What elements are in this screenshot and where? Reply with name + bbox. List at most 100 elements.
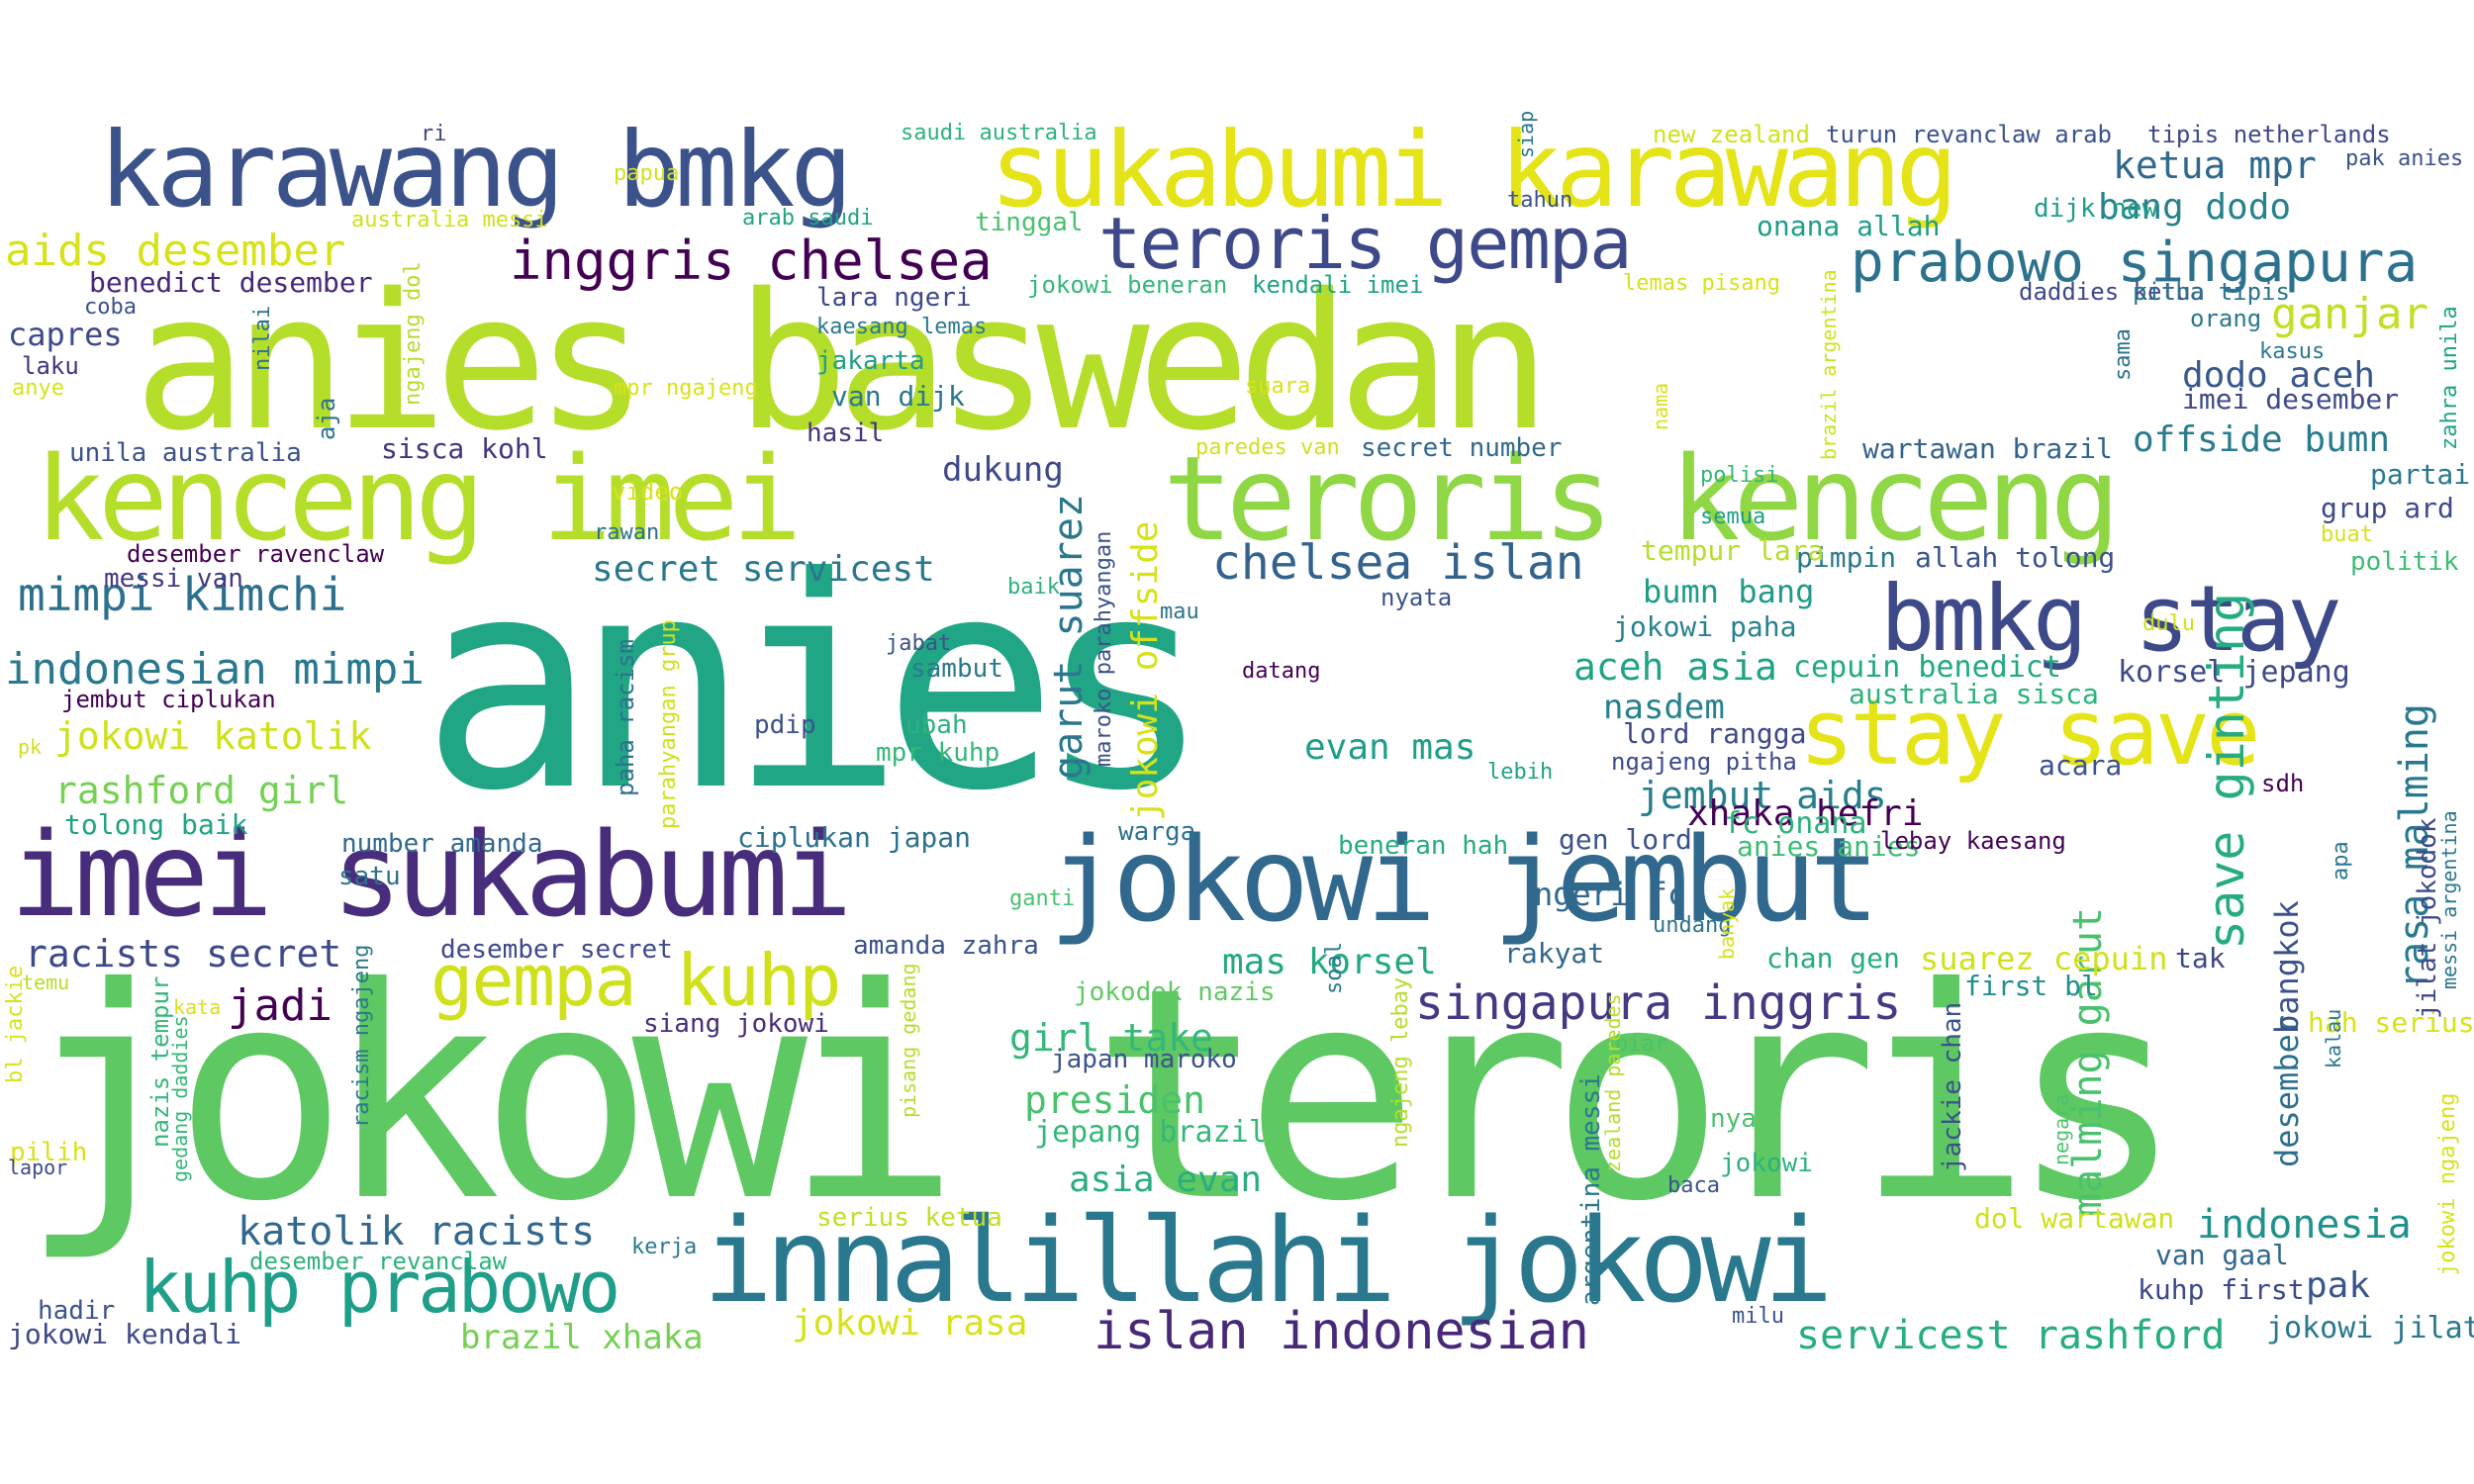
word: lapor: [8, 1156, 68, 1179]
word: jokowi rasa: [792, 1303, 1028, 1344]
word: pisang gedang: [897, 963, 920, 1118]
word: lara ngeri: [816, 283, 972, 313]
word: warga: [1118, 817, 1196, 847]
word: allah tolong: [1915, 541, 2116, 574]
word: racists secret: [25, 932, 342, 975]
word: unila australia: [69, 438, 302, 468]
word: girl take: [1009, 1016, 1213, 1060]
word: mau: [1160, 600, 1199, 624]
word: beneran hah: [1338, 831, 1509, 861]
word: dodo aceh: [2182, 355, 2376, 396]
word: messi argentina: [2437, 810, 2461, 989]
word: tahun: [1507, 188, 1573, 213]
word: gen lord: [1559, 823, 1692, 856]
word: kenceng imei: [35, 430, 803, 567]
word: teroris kenceng: [1163, 430, 2121, 567]
word: jepang brazil: [1034, 1115, 1267, 1150]
word: soal: [1322, 942, 1347, 994]
word: ngajeng dol: [401, 261, 426, 406]
word: lemas pisang: [1623, 271, 1780, 296]
word: suarez cepuin: [1920, 940, 2168, 977]
word: lebay kaesang: [1880, 827, 2066, 855]
word: anies baswedan: [134, 253, 1551, 472]
word: jokowi katolik: [54, 714, 372, 758]
word: servicest rashford: [1796, 1313, 2226, 1358]
word: bl jackie: [3, 965, 28, 1083]
word: anies: [421, 514, 1212, 855]
word: sama: [2111, 328, 2136, 381]
word: milu: [1732, 1304, 1784, 1329]
word: banyak: [1715, 887, 1739, 960]
word: ngeri fc: [1534, 876, 1687, 913]
word: katolik racists: [238, 1209, 596, 1254]
word: first bl: [1964, 970, 2098, 1002]
word: sukabumi karawang: [990, 110, 1958, 231]
word: video: [612, 478, 684, 506]
word: rashford girl: [54, 769, 349, 812]
word: jokowi paha: [1613, 610, 1797, 643]
word: jokowi teroris: [20, 925, 2184, 1265]
word: ngajeng pitha: [1611, 748, 1797, 776]
word: nya: [1710, 1104, 1757, 1134]
word: jadi: [228, 980, 333, 1031]
word: jokowi offside: [1125, 520, 1166, 821]
word: turun revanclaw arab: [1826, 121, 2112, 148]
word: rakyat: [1504, 937, 1605, 970]
word: lebih: [1487, 760, 1554, 785]
word: semua: [1700, 505, 1766, 529]
word: negara: [2049, 1093, 2073, 1165]
word: capres: [8, 316, 123, 353]
word: aja: [313, 397, 340, 440]
word: polisi: [1700, 463, 1779, 488]
word: hasil: [807, 418, 885, 448]
word: imei sukabumi: [10, 806, 853, 943]
word: karawang bmkg: [99, 110, 853, 231]
word: dol wartawan: [1974, 1202, 2175, 1235]
word: nasdem: [1603, 688, 1725, 727]
word: argentina messi: [1576, 1073, 1606, 1306]
word: offside bumn: [2133, 419, 2391, 460]
word: jokowi kendali: [8, 1318, 242, 1350]
word: teroris gempa: [1098, 202, 1633, 285]
word: undang: [1653, 913, 1732, 938]
word: parahyangan grup: [656, 619, 681, 829]
word: ciplukan japan: [737, 821, 972, 854]
word: nama: [1649, 382, 1672, 430]
word: indonesia: [2197, 1202, 2412, 1248]
word: ketua mpr: [2113, 143, 2317, 187]
word: fc onana: [1724, 806, 1867, 841]
word: benedict desember: [89, 266, 373, 299]
word: jackie chan: [1938, 1001, 1967, 1172]
word: anye: [12, 376, 64, 401]
word: desember: [2268, 1014, 2306, 1167]
word: secret servicest: [592, 549, 935, 590]
word: politik: [2350, 547, 2459, 577]
word: jokodok nazis: [1074, 977, 1276, 1007]
word: nyata: [1380, 584, 1453, 611]
word: singapura inggris: [1415, 975, 1902, 1031]
word: bang dodo: [2098, 187, 2292, 228]
word: racism ngajeng: [349, 944, 374, 1128]
word: hadir: [38, 1296, 116, 1326]
word: arab saudi: [742, 206, 874, 231]
word: new zealand: [1653, 121, 1810, 148]
word: jokowi ngajeng: [2435, 1092, 2460, 1276]
word: tempur lara: [1641, 534, 1825, 567]
word: hah serius: [2308, 1006, 2474, 1039]
word: kasus: [2259, 339, 2326, 364]
word: jokowi jembut: [1049, 811, 1880, 948]
word: maroko parahyangan: [1092, 530, 1116, 767]
word: mpr ngajeng: [614, 376, 758, 401]
word: sdh: [2261, 770, 2305, 797]
word: kalau: [2322, 1008, 2345, 1068]
word: zealand paredes: [1601, 993, 1625, 1172]
word: zahra unila: [2437, 306, 2462, 450]
word: inggris chelsea: [510, 230, 993, 292]
word: suara: [1245, 374, 1311, 399]
word: kuhp prabowo: [139, 1246, 620, 1329]
word: cepuin benedict: [1793, 650, 2061, 685]
word: apa: [2329, 841, 2353, 881]
word: ganjar: [2271, 289, 2428, 339]
word: stay save: [1799, 680, 2260, 786]
word: aids desember: [5, 226, 346, 276]
